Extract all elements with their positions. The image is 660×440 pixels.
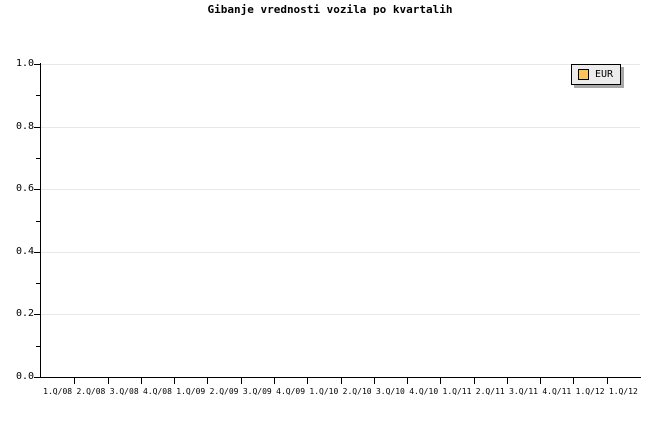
- x-axis-tick-label: 1.Q/12: [608, 387, 638, 396]
- y-axis-minor-tick: [36, 220, 41, 222]
- x-axis-tick: [307, 378, 308, 384]
- x-axis-tick-label: 1.Q/08: [43, 387, 73, 396]
- x-axis-tick: [341, 378, 342, 384]
- x-axis-tick-label: 1.Q/10: [309, 387, 339, 396]
- chart-legend[interactable]: EUR: [571, 64, 622, 85]
- x-axis-tick: [108, 378, 109, 384]
- x-axis-tick-label: 2.Q/08: [76, 387, 106, 396]
- x-axis-tick: [274, 378, 275, 384]
- y-axis-tick-label: 0.0: [15, 371, 34, 382]
- x-axis-tick: [141, 378, 142, 384]
- x-axis-tick-label: 4.Q/09: [276, 387, 306, 396]
- gridline-horizontal: [41, 314, 640, 316]
- gridline-horizontal: [41, 189, 640, 191]
- y-axis-tick-label: 1.0: [15, 58, 34, 69]
- x-axis-tick: [540, 378, 541, 384]
- x-axis-tick-label: 2.Q/09: [209, 387, 239, 396]
- x-axis-tick: [374, 378, 375, 384]
- plot-area: [41, 64, 640, 378]
- x-axis-tick: [474, 378, 475, 384]
- x-axis-tick-label: 3.Q/08: [109, 387, 139, 396]
- x-axis-tick-label: 3.Q/10: [375, 387, 405, 396]
- gridline-horizontal: [41, 251, 640, 253]
- x-axis-tick-label: 4.Q/10: [409, 387, 439, 396]
- y-axis-tick: [34, 64, 41, 65]
- legend-label-eur: EUR: [595, 69, 614, 80]
- x-axis-tick: [407, 378, 408, 384]
- x-axis-tick-label: 4.Q/11: [542, 387, 572, 396]
- y-axis-minor-tick: [36, 345, 41, 347]
- x-axis-tick-label: 1.Q/12: [575, 387, 605, 396]
- y-axis-minor-tick: [36, 157, 41, 159]
- x-axis-tick-label: 1.Q/11: [442, 387, 472, 396]
- x-axis-line: [40, 377, 641, 378]
- x-axis-tick: [440, 378, 441, 384]
- x-axis-tick: [74, 378, 75, 384]
- y-axis-tick-label: 0.6: [15, 183, 34, 195]
- x-axis-tick-label: 2.Q/10: [342, 387, 372, 396]
- y-axis-tick: [34, 189, 41, 191]
- x-axis-tick: [174, 378, 175, 384]
- x-axis-tick: [207, 378, 208, 384]
- y-axis-tick: [34, 377, 41, 378]
- x-axis-tick-label: 1.Q/09: [176, 387, 206, 396]
- y-axis-tick-label: 0.2: [15, 308, 34, 320]
- x-axis-tick-label: 2.Q/11: [475, 387, 505, 396]
- gridline-horizontal: [41, 64, 640, 65]
- x-axis-tick: [507, 378, 508, 384]
- y-axis-tick-label: 0.4: [15, 245, 34, 257]
- x-axis-tick-label: 4.Q/08: [143, 387, 172, 396]
- x-axis-tick: [241, 378, 242, 384]
- y-axis-tick-label: 0.8: [15, 120, 34, 132]
- y-axis-tick: [34, 251, 41, 253]
- y-axis-minor-tick: [36, 283, 41, 285]
- x-axis-tick: [607, 378, 608, 384]
- legend-swatch-eur: [578, 69, 589, 80]
- gridline-horizontal: [41, 126, 640, 128]
- chart-title: Gibanje vrednosti vozila po kvartalih: [207, 3, 453, 16]
- y-axis-tick: [34, 126, 41, 128]
- y-axis-tick: [34, 314, 41, 316]
- y-axis-minor-tick: [36, 95, 41, 97]
- x-axis-tick-label: 3.Q/09: [242, 387, 272, 396]
- x-axis-tick-label: 3.Q/11: [509, 387, 538, 396]
- x-axis-tick: [573, 378, 574, 384]
